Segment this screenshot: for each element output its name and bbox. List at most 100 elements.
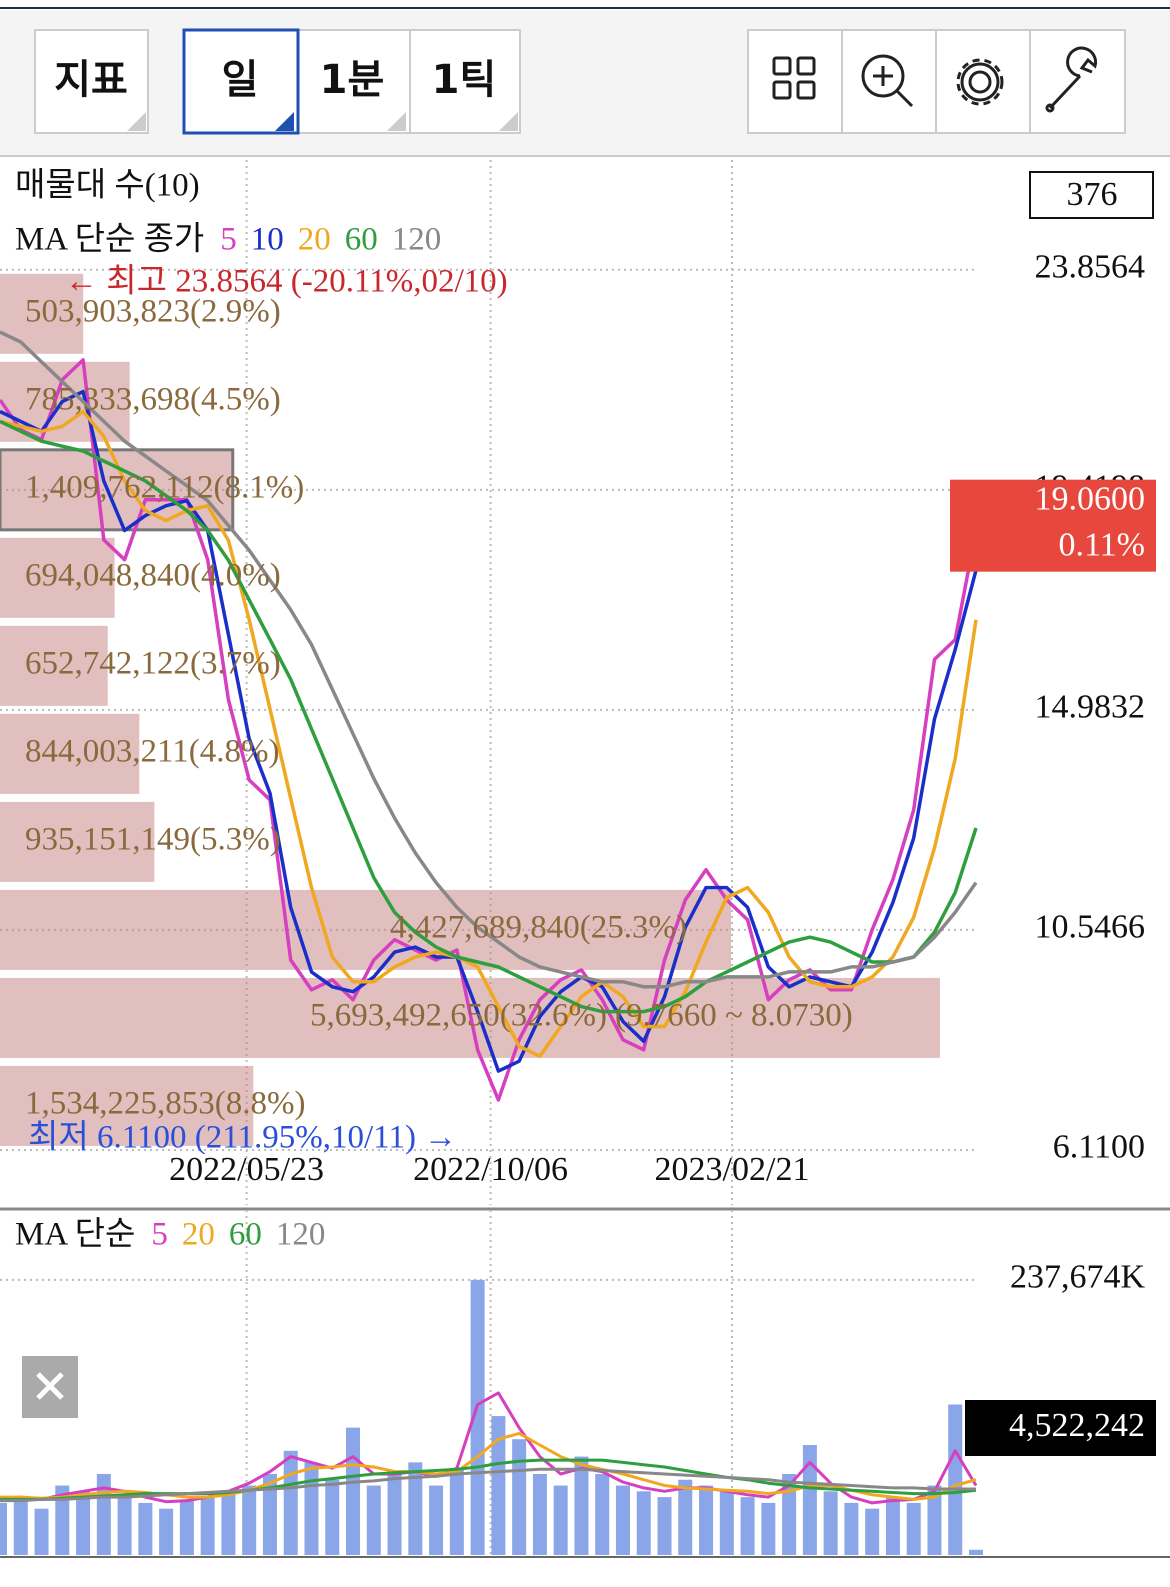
volume-bar — [429, 1485, 444, 1555]
ma-line — [0, 389, 978, 1073]
legend-entry: 5 — [151, 1217, 168, 1253]
volume-bar — [906, 1502, 921, 1555]
volume-profile-label: 694,048,840(4.0%) — [25, 557, 281, 593]
volume-profile-label: 785,333,698(4.5%) — [25, 381, 281, 417]
legend-entry: 10 — [251, 222, 284, 258]
volume-bar — [159, 1508, 174, 1555]
y-tick-label: 23.8564 — [1035, 249, 1146, 286]
volume-bar — [76, 1491, 91, 1555]
volume-bar — [242, 1485, 257, 1555]
legend-entry: 5 — [220, 222, 237, 258]
volume-profile-range: (9.7660 ~ 8.0730) — [615, 998, 853, 1034]
volume-profile-label: 844,003,211(4.8%) — [25, 733, 280, 769]
volume-bar — [200, 1497, 215, 1555]
settings-icon[interactable] — [956, 58, 1004, 106]
volume-profile-label: 4,427,689,840(25.3%) — [390, 909, 687, 945]
current-change: 0.11% — [1058, 526, 1145, 563]
corner-mark — [499, 112, 518, 131]
low-annotation: 최저 6.1100 (211.95%,10/11) → — [28, 1120, 457, 1156]
legend-label: MA 단순 종가 — [15, 222, 204, 258]
legend-entry: 60 — [229, 1217, 262, 1253]
volume-bar — [0, 1502, 7, 1555]
plot-layer: 6.110010.546614.983219.419823.85642022/0… — [0, 160, 1156, 1555]
y-tick-label: 10.5466 — [1035, 909, 1146, 946]
legend-entry: 20 — [298, 222, 331, 258]
volume-bar — [262, 1473, 277, 1555]
volume-bar — [678, 1479, 693, 1555]
volume-bar — [927, 1485, 942, 1555]
volume-bar — [885, 1497, 900, 1555]
volume-profile-label: 5,693,492,650(32.6%) — [310, 998, 607, 1034]
ma-line — [0, 330, 978, 989]
volume-bar — [657, 1497, 672, 1555]
button-selected[interactable] — [182, 28, 300, 135]
volume-bar — [138, 1502, 153, 1555]
volume-profile-bar — [0, 625, 108, 706]
volume-bar — [636, 1491, 651, 1555]
volume-bar — [179, 1499, 194, 1555]
volume-bar — [740, 1497, 755, 1555]
button[interactable] — [34, 29, 149, 134]
volume-bar — [699, 1485, 714, 1555]
button-label: 1틱 — [432, 57, 497, 103]
volume-bar — [574, 1456, 589, 1555]
volume-bar — [387, 1473, 402, 1555]
volume-bar — [532, 1473, 547, 1555]
volume-bar — [844, 1502, 859, 1555]
button-label: 1분 — [320, 57, 385, 103]
corner-mark — [275, 112, 294, 131]
legend-entry: 120 — [392, 222, 442, 258]
ma-line — [0, 1391, 978, 1505]
x-tick-label: 2022/05/23 — [169, 1151, 324, 1188]
close-icon — [36, 1372, 64, 1400]
volume-profile-bar — [0, 889, 732, 970]
volume-profile-label: 652,742,122(3.7%) — [25, 645, 281, 681]
volume-bar — [221, 1491, 236, 1555]
volume-bar — [948, 1404, 963, 1555]
volume-bar — [96, 1473, 111, 1555]
volume-bar — [283, 1450, 298, 1555]
legend-entry: 20 — [182, 1217, 215, 1253]
x-tick-label: 2022/10/06 — [413, 1151, 568, 1188]
volume-profile-label: 935,151,149(5.3%) — [25, 821, 281, 857]
count-box — [1029, 171, 1154, 219]
volume-bar — [512, 1439, 527, 1555]
count: 376 — [1067, 176, 1118, 213]
legend-label: MA 단순 — [15, 1217, 135, 1253]
volume-profile-bar — [0, 713, 140, 794]
button-label: 지표 — [54, 57, 128, 103]
volume-bar — [865, 1508, 880, 1555]
volume-bar — [470, 1279, 485, 1555]
y-tick-label: 237,674K — [1010, 1259, 1146, 1296]
volume-profile-bar — [0, 1065, 254, 1146]
volume-bar — [55, 1485, 70, 1555]
ma-line — [0, 409, 978, 1058]
high-annotation: ← 최고 23.8564 (-20.11%,02/10) — [65, 263, 508, 299]
volume-profile-bar — [0, 801, 155, 882]
button-label: 일 — [222, 57, 259, 103]
volume-bar — [761, 1502, 776, 1555]
y-tick-label: 14.9832 — [1035, 689, 1146, 726]
indicator-label: 매물대 수(10) — [15, 168, 200, 204]
layout-icon[interactable] — [772, 56, 816, 100]
volume-bar — [13, 1497, 28, 1555]
volume-bar — [782, 1473, 797, 1555]
volume-bar — [34, 1508, 49, 1555]
zoom-icon[interactable] — [861, 54, 914, 108]
volume-bar — [719, 1491, 734, 1555]
x-tick-label: 2023/02/21 — [655, 1151, 810, 1188]
volume-profile-label: 1,409,762,112(8.1%) — [25, 469, 304, 505]
volume-bar — [117, 1497, 132, 1555]
y-tick-label: 6.1100 — [1053, 1129, 1145, 1166]
volume-bar — [346, 1427, 361, 1555]
volume-profile-label: 1,534,225,853(8.8%) — [25, 1086, 305, 1122]
current-price: 19.0600 — [1035, 480, 1146, 517]
legend-entry: 120 — [276, 1217, 326, 1253]
volume-bar — [325, 1479, 340, 1555]
volume-bar — [802, 1445, 817, 1555]
volume-bar — [615, 1485, 630, 1555]
tools-icon[interactable] — [1045, 46, 1098, 113]
corner-mark — [387, 112, 406, 131]
